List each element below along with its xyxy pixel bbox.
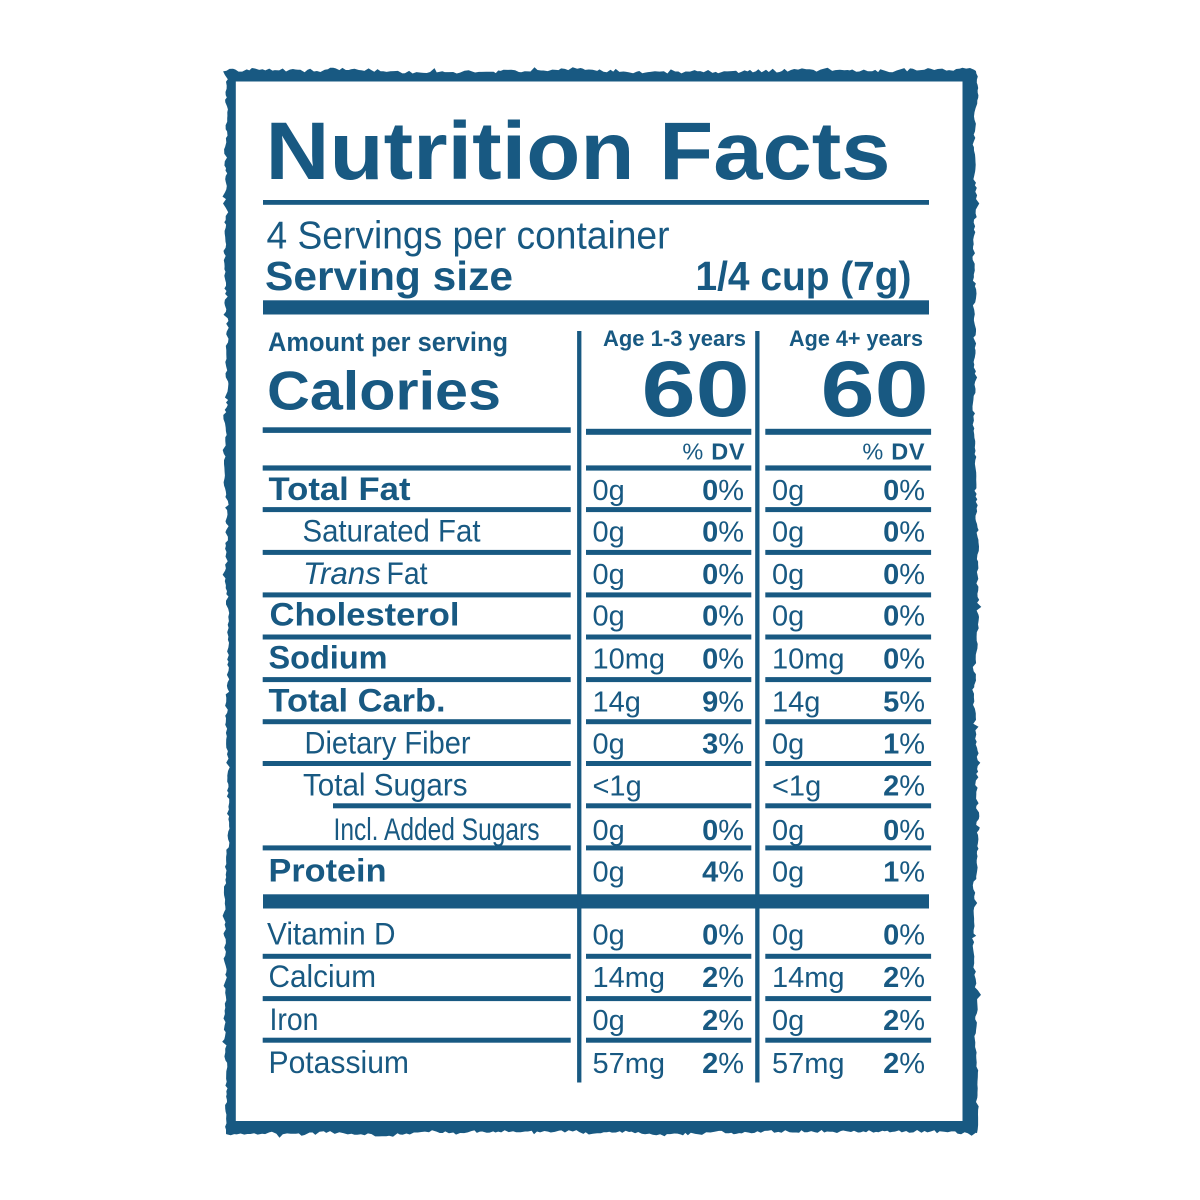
svg-text:Amount per serving: Amount per serving xyxy=(268,327,508,357)
svg-text:0%: 0% xyxy=(883,920,925,952)
svg-text:1%: 1% xyxy=(883,857,925,889)
svg-text:4%: 4% xyxy=(702,857,744,889)
svg-text:2%: 2% xyxy=(883,771,925,803)
svg-text:0%: 0% xyxy=(883,516,925,548)
svg-text:5%: 5% xyxy=(883,686,925,718)
svg-text:0%: 0% xyxy=(702,815,744,847)
svg-text:0g: 0g xyxy=(772,1005,804,1037)
svg-text:<1g: <1g xyxy=(593,771,642,803)
svg-text:0g: 0g xyxy=(772,920,804,952)
svg-text:0%: 0% xyxy=(883,559,925,591)
svg-text:0g: 0g xyxy=(772,559,804,591)
svg-text:14g: 14g xyxy=(593,686,641,718)
svg-text:Protein: Protein xyxy=(269,853,387,889)
svg-text:60: 60 xyxy=(821,344,929,433)
svg-text:3%: 3% xyxy=(702,728,744,760)
svg-text:0%: 0% xyxy=(883,644,925,676)
svg-text:1%: 1% xyxy=(883,728,925,760)
svg-text:Calories: Calories xyxy=(267,359,501,421)
svg-text:Serving size: Serving size xyxy=(265,253,513,299)
svg-text:57mg: 57mg xyxy=(772,1048,845,1080)
svg-text:Trans: Trans xyxy=(303,555,381,591)
svg-text:14mg: 14mg xyxy=(593,962,666,994)
svg-text:0g: 0g xyxy=(772,475,804,507)
svg-text:Total Fat: Total Fat xyxy=(269,471,411,507)
svg-text:Nutrition Facts: Nutrition Facts xyxy=(266,106,891,197)
svg-text:0%: 0% xyxy=(883,601,925,633)
svg-text:0g: 0g xyxy=(593,475,625,507)
svg-text:0g: 0g xyxy=(772,815,804,847)
svg-text:0g: 0g xyxy=(593,920,625,952)
svg-text:0%: 0% xyxy=(702,920,744,952)
svg-text:2%: 2% xyxy=(702,962,744,994)
svg-text:Cholesterol: Cholesterol xyxy=(270,597,460,633)
svg-text:Sodium: Sodium xyxy=(269,640,388,676)
svg-text:Iron: Iron xyxy=(270,1001,319,1037)
svg-text:<1g: <1g xyxy=(772,771,821,803)
svg-text:2%: 2% xyxy=(883,962,925,994)
svg-text:Age 1-3 years: Age 1-3 years xyxy=(603,326,746,351)
svg-text:0%: 0% xyxy=(702,516,744,548)
svg-text:% DV: % DV xyxy=(862,439,925,465)
svg-text:Age 4+ years: Age 4+ years xyxy=(789,326,923,351)
svg-text:Potassium: Potassium xyxy=(269,1044,410,1080)
svg-text:57mg: 57mg xyxy=(593,1048,666,1080)
svg-text:0%: 0% xyxy=(702,601,744,633)
svg-text:Total Carb.: Total Carb. xyxy=(269,682,446,718)
svg-text:0g: 0g xyxy=(772,516,804,548)
svg-text:0g: 0g xyxy=(593,728,625,760)
svg-text:0g: 0g xyxy=(593,559,625,591)
svg-text:0%: 0% xyxy=(702,475,744,507)
svg-text:1/4 cup (7g): 1/4 cup (7g) xyxy=(696,253,912,299)
svg-text:2%: 2% xyxy=(702,1048,744,1080)
svg-text:0g: 0g xyxy=(593,857,625,889)
svg-text:10mg: 10mg xyxy=(593,644,666,676)
svg-text:0%: 0% xyxy=(702,559,744,591)
svg-text:Incl. Added Sugars: Incl. Added Sugars xyxy=(334,811,540,847)
svg-text:0g: 0g xyxy=(593,601,625,633)
svg-text:0%: 0% xyxy=(883,815,925,847)
svg-text:2%: 2% xyxy=(883,1005,925,1037)
svg-text:14g: 14g xyxy=(772,686,820,718)
svg-text:Calcium: Calcium xyxy=(269,958,377,994)
svg-text:0%: 0% xyxy=(883,475,925,507)
svg-text:Vitamin D: Vitamin D xyxy=(267,916,396,952)
svg-text:10mg: 10mg xyxy=(772,644,845,676)
svg-text:0g: 0g xyxy=(772,857,804,889)
svg-text:% DV: % DV xyxy=(682,439,745,465)
svg-text:Saturated Fat: Saturated Fat xyxy=(303,512,481,548)
svg-text:0g: 0g xyxy=(772,601,804,633)
svg-text:0%: 0% xyxy=(702,644,744,676)
svg-text:Fat: Fat xyxy=(387,555,428,591)
svg-text:Dietary Fiber: Dietary Fiber xyxy=(305,724,471,760)
svg-text:0g: 0g xyxy=(593,516,625,548)
svg-text:0g: 0g xyxy=(593,1005,625,1037)
svg-text:2%: 2% xyxy=(883,1048,925,1080)
svg-text:2%: 2% xyxy=(702,1005,744,1037)
svg-text:9%: 9% xyxy=(702,686,744,718)
svg-text:Total Sugars: Total Sugars xyxy=(303,767,468,803)
svg-text:14mg: 14mg xyxy=(772,962,845,994)
svg-text:0g: 0g xyxy=(593,815,625,847)
svg-text:60: 60 xyxy=(642,344,750,433)
svg-text:4 Servings per container: 4 Servings per container xyxy=(267,215,670,258)
svg-text:0g: 0g xyxy=(772,728,804,760)
